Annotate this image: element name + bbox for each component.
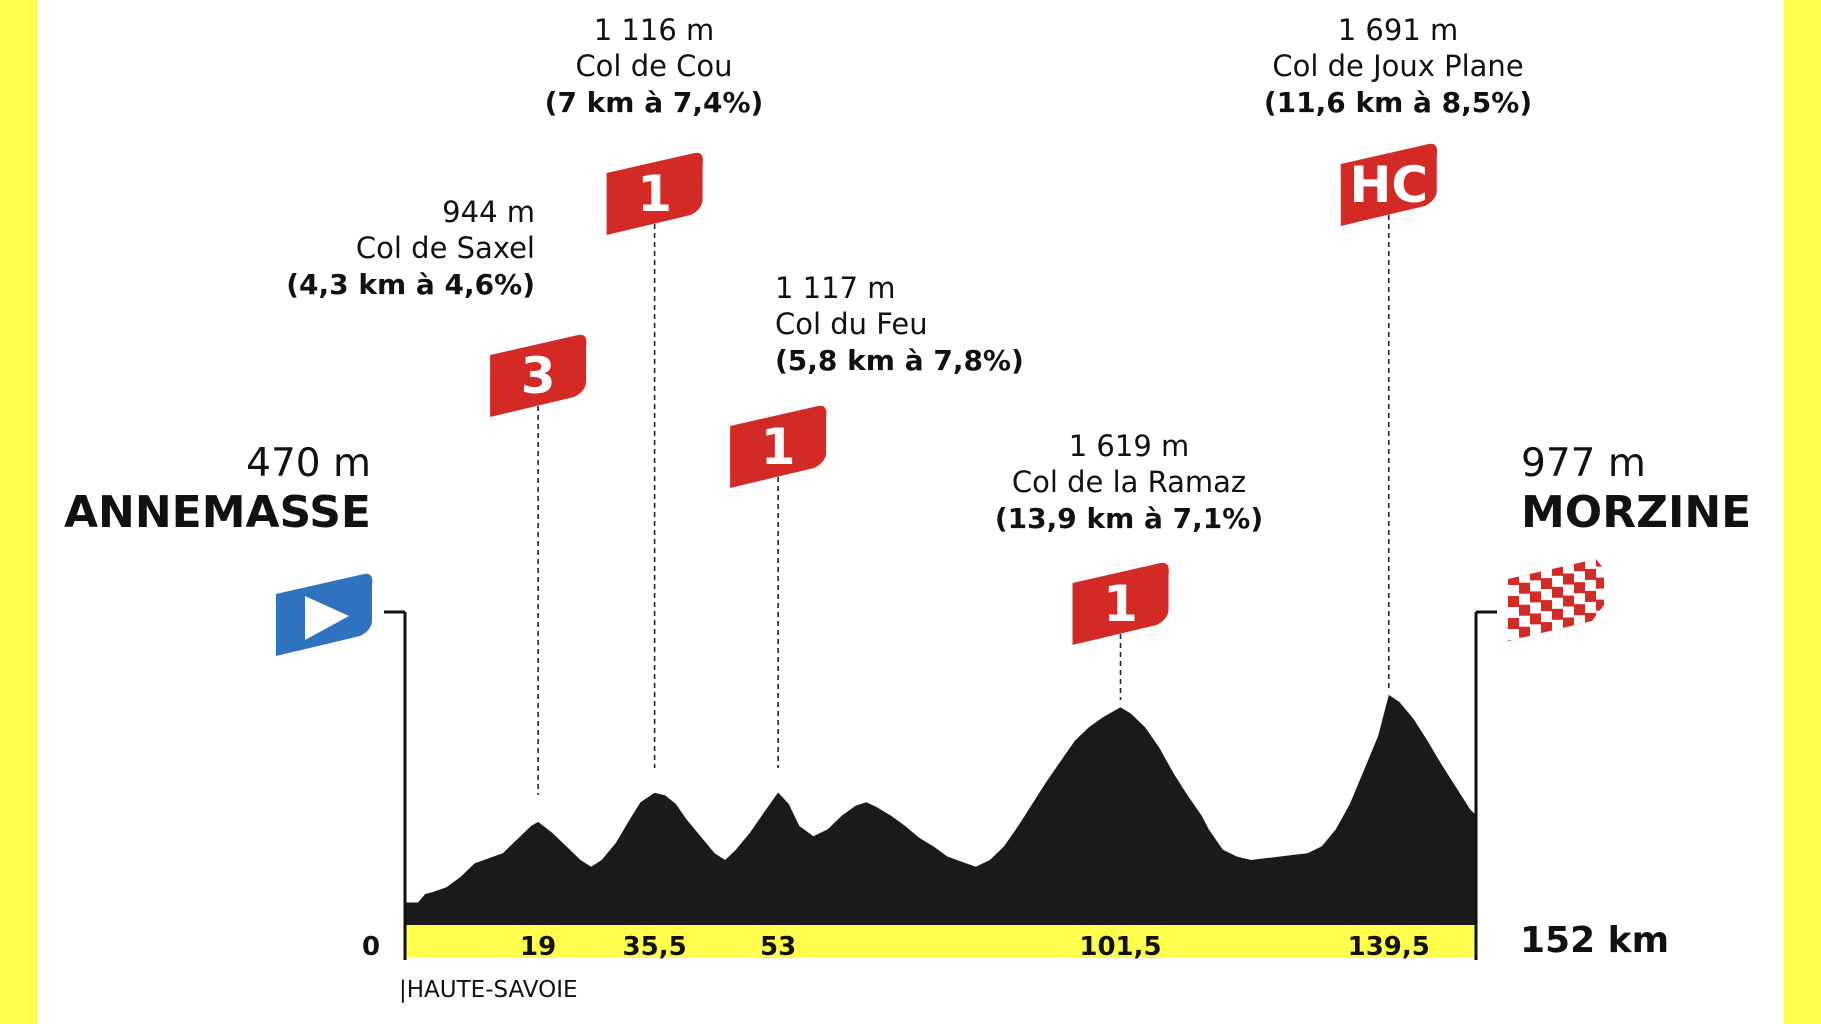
finish-check xyxy=(1607,575,1618,586)
total-distance-label: 152 km xyxy=(1520,920,1669,961)
climb-name: Col du Feu xyxy=(775,307,928,341)
climb-altitude: 1 117 m xyxy=(775,271,896,305)
climb-altitude: 944 m xyxy=(442,195,535,229)
finish-check xyxy=(1574,637,1585,641)
finish-check xyxy=(1563,606,1574,618)
km-tick-label: 139,5 xyxy=(1348,932,1430,962)
finish-check xyxy=(1552,559,1563,565)
region-label: |HAUTE-SAVOIE xyxy=(399,977,578,1003)
climb-category-flag-icon xyxy=(1340,143,1438,226)
climb-name: Col de Cou xyxy=(575,49,732,83)
finish-check xyxy=(1519,593,1530,605)
finish-check xyxy=(1530,602,1541,614)
finish-check xyxy=(1574,615,1585,627)
distance-band xyxy=(404,925,1477,958)
checkered-flag-icon xyxy=(1508,541,1618,662)
climb-name: Col de la Ramaz xyxy=(1012,465,1246,499)
climb-name: Col de Joux Plane xyxy=(1272,49,1523,83)
finish-check xyxy=(1607,597,1618,608)
finish-check xyxy=(1585,579,1596,591)
km-tick-label: 101,5 xyxy=(1079,932,1161,962)
climb-category-label: 1 xyxy=(761,418,796,476)
climb-category-flag-icon xyxy=(730,405,827,488)
finish-check xyxy=(1519,637,1530,641)
finish-check xyxy=(1530,624,1541,636)
finish-check xyxy=(1541,611,1552,623)
finish-check xyxy=(1508,563,1519,574)
play-triangle-icon xyxy=(305,596,349,640)
finish-check xyxy=(1574,593,1585,605)
climb-category-label: 1 xyxy=(637,165,672,223)
finish-check xyxy=(1530,646,1541,657)
climb-grade: (4,3 km à 4,6%) xyxy=(286,268,535,301)
finish-check xyxy=(1519,571,1530,583)
climb-grade: (7 km à 7,4%) xyxy=(545,86,764,119)
finish-check xyxy=(1508,607,1519,618)
finish-check xyxy=(1552,597,1563,609)
start-town: ANNEMASSE xyxy=(64,487,371,538)
finish-check xyxy=(1607,553,1618,564)
climb-name: Col de Saxel xyxy=(356,231,535,265)
start-km-label: 0 xyxy=(362,932,380,962)
finish-check xyxy=(1541,567,1552,579)
stage-profile-chart: 3 944 m Col de Saxel (4,3 km à 4,6%) 19 1 1 11… xyxy=(37,0,1784,1024)
finish-check xyxy=(1563,562,1574,574)
finish-check xyxy=(1552,642,1563,653)
finish-check xyxy=(1552,619,1563,631)
finish-check xyxy=(1541,633,1552,641)
climb-altitude: 1 116 m xyxy=(594,13,715,47)
finish-check xyxy=(1596,545,1607,556)
climb-grade: (5,8 km à 7,8%) xyxy=(775,344,1024,377)
climb-category-label: 3 xyxy=(521,347,556,405)
finish-check xyxy=(1508,585,1519,596)
finish-check xyxy=(1585,601,1596,613)
finish-check xyxy=(1530,580,1541,592)
km-tick-label: 35,5 xyxy=(623,932,687,962)
climb-altitude: 1 619 m xyxy=(1069,429,1190,463)
finish-check xyxy=(1596,632,1604,641)
finish-check xyxy=(1585,623,1596,635)
climb-grade: (11,6 km à 8,5%) xyxy=(1264,86,1532,119)
finish-check xyxy=(1519,559,1530,561)
finish-check xyxy=(1563,628,1574,640)
finish-check xyxy=(1585,559,1596,569)
finish-check xyxy=(1596,588,1604,600)
finish-check xyxy=(1508,629,1519,640)
climb-category-flag-icon xyxy=(490,334,587,417)
finish-check xyxy=(1563,541,1574,552)
finish-check xyxy=(1574,559,1585,561)
finish-check xyxy=(1541,545,1552,556)
finish-check xyxy=(1607,619,1618,630)
climb-grade: (13,9 km à 7,1%) xyxy=(995,502,1263,535)
km-tick-label: 19 xyxy=(520,932,556,962)
finish-check xyxy=(1530,559,1541,570)
finish-check xyxy=(1508,651,1519,662)
climb-category-flag-icon xyxy=(1072,562,1169,645)
finish-altitude: 977 m xyxy=(1521,441,1646,486)
finish-check xyxy=(1563,584,1574,596)
terrain-area xyxy=(404,694,1477,925)
start-altitude: 470 m xyxy=(246,441,371,486)
km-tick-label: 53 xyxy=(760,932,796,962)
climb-category-label: HC xyxy=(1349,156,1428,214)
climb-category-label: 1 xyxy=(1103,575,1138,633)
finish-check xyxy=(1596,566,1604,578)
climb-altitude: 1 691 m xyxy=(1338,13,1459,47)
finish-town: MORZINE xyxy=(1521,487,1751,538)
finish-check xyxy=(1596,610,1604,622)
finish-check xyxy=(1541,589,1552,601)
climb-category-flag-icon xyxy=(606,152,703,235)
finish-check xyxy=(1574,571,1585,583)
finish-check xyxy=(1519,615,1530,627)
finish-check xyxy=(1552,575,1563,587)
